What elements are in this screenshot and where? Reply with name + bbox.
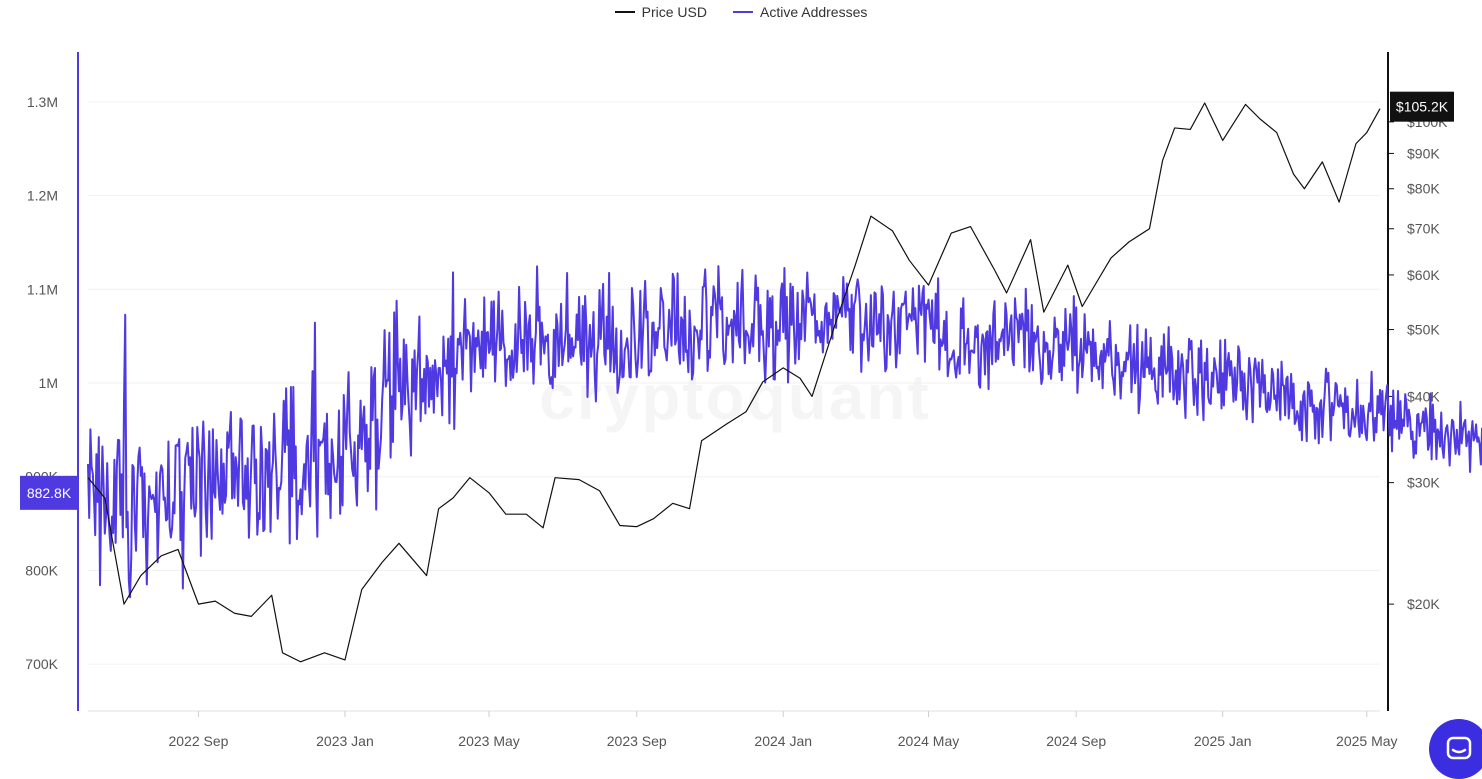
y-tick-label-left: 700K	[25, 656, 58, 672]
value-badges: 882.8K $105.2K	[20, 91, 1454, 510]
x-tick-label: 2025 Jan	[1194, 733, 1252, 749]
x-tick-label: 2023 Jan	[316, 733, 374, 749]
chart-legend: Price USD Active Addresses	[0, 4, 1482, 20]
y-tick-label-right: $80K	[1407, 181, 1440, 197]
x-tick-label: 2024 Jan	[754, 733, 812, 749]
right-axis: $20K$30K$40K$50K$60K$70K$80K$90K$100K	[1387, 52, 1448, 711]
y-tick-label-left: 1M	[39, 375, 58, 391]
series-line-price	[87, 102, 1381, 663]
series-line-active-addresses	[87, 265, 1482, 599]
legend-item-price[interactable]: Price USD	[614, 4, 707, 20]
series-layer	[87, 102, 1482, 663]
left-axis: 700K800K900K1M1.1M1.2M1.3M	[25, 52, 79, 711]
y-tick-label-left: 800K	[25, 562, 58, 578]
y-tick-label-left: 1.2M	[27, 188, 58, 204]
x-axis: 2022 Sep 2023 Jan 2023 May 2023 Sep 2024 Jan…	[88, 710, 1398, 749]
x-tick-label: 2022 Sep	[168, 733, 228, 749]
y-tick-label-right: $70K	[1407, 221, 1440, 237]
x-tick-label: 2025 May	[1336, 733, 1397, 749]
x-tick-label: 2023 May	[458, 733, 519, 749]
current-value-label-left: 882.8K	[27, 485, 72, 501]
y-tick-label-left: 1.1M	[27, 281, 58, 297]
y-tick-label-right: $60K	[1407, 267, 1440, 283]
y-tick-label-right: $40K	[1407, 388, 1440, 404]
current-value-badge-left	[20, 475, 78, 510]
x-tick-label: 2024 Sep	[1046, 733, 1106, 749]
chat-bubble-icon	[1446, 736, 1472, 760]
current-value-label-right: $105.2K	[1396, 99, 1449, 115]
chat-button[interactable]	[1429, 719, 1482, 779]
legend-swatch-active-addresses	[732, 11, 753, 13]
y-tick-label-right: $50K	[1407, 322, 1440, 338]
legend-label-price: Price USD	[641, 4, 707, 20]
y-tick-label-right: $90K	[1407, 145, 1440, 161]
y-tick-label-left: 1.3M	[27, 94, 58, 110]
legend-item-active-addresses[interactable]: Active Addresses	[732, 4, 868, 20]
x-tick-label: 2024 May	[898, 733, 959, 749]
legend-swatch-price	[614, 11, 635, 13]
y-tick-label-right: $20K	[1407, 596, 1440, 612]
y-tick-label-right: $30K	[1407, 475, 1440, 491]
current-value-badge-right	[1390, 91, 1454, 122]
legend-label-active-addresses: Active Addresses	[759, 4, 868, 20]
x-tick-label: 2023 Sep	[607, 733, 667, 749]
